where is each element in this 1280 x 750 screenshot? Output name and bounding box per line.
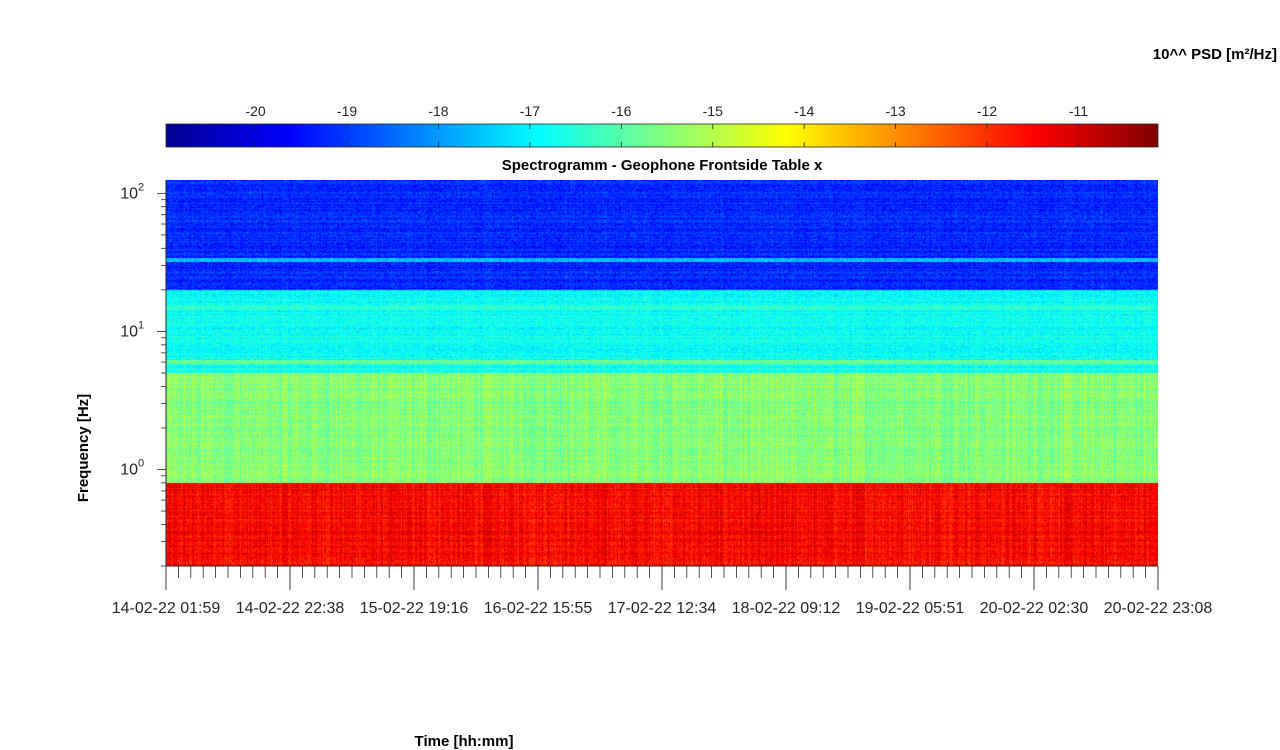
x-tick-label: 14-02-22 22:38	[236, 600, 345, 617]
y-axis-label: Frequency [Hz]	[75, 394, 92, 502]
colorbar	[165, 123, 1159, 148]
x-tick-label: 18-02-22 09:12	[732, 600, 841, 617]
y-tick-exponent: 0	[138, 458, 144, 470]
x-tick-label: 14-02-22 01:59	[112, 600, 221, 617]
y-tick-exponent: 1	[138, 319, 144, 331]
y-tick-label: 10	[120, 462, 138, 479]
x-tick-label: 15-02-22 19:16	[360, 600, 469, 617]
x-tick-label: 17-02-22 12:34	[608, 600, 717, 617]
colorbar-tick-label: -14	[794, 103, 814, 119]
colorbar-tick-label: -19	[337, 103, 357, 119]
x-tick-label: 20-02-22 23:08	[1104, 600, 1213, 617]
colorbar-tick-label: -15	[703, 103, 723, 119]
colorbar-tick-label: -20	[245, 103, 265, 119]
chart-title: Spectrogramm - Geophone Frontside Table …	[502, 157, 823, 174]
x-axis-label: Time [hh:mm]	[415, 733, 514, 750]
colorbar-tick-label: -12	[977, 103, 997, 119]
x-tick-label: 19-02-22 05:51	[856, 600, 965, 617]
colorbar-tick-label: -16	[611, 103, 631, 119]
x-axis: 14-02-22 01:59 14-02-22 22:38 15-02-22 19:…	[112, 566, 1213, 617]
x-tick-label: 16-02-22 15:55	[484, 600, 593, 617]
y-tick-exponent: 2	[138, 181, 144, 193]
colorbar-label: 10^^ PSD [m²/Hz]	[1153, 46, 1277, 63]
colorbar-tick-label: -17	[520, 103, 540, 119]
colorbar-tick-label: -13	[885, 103, 905, 119]
y-tick-label: 10	[120, 323, 138, 340]
colorbar-tick-label: -18	[428, 103, 448, 119]
x-tick-label: 20-02-22 02:30	[980, 600, 1089, 617]
colorbar-tick-label: -11	[1069, 103, 1088, 119]
y-tick-label: 10	[120, 185, 138, 202]
spectrogram-image	[166, 180, 1158, 566]
colorbar-ticks: -20 -19 -18 -17 -16 -15 -14 -13 -12 -11	[245, 103, 1088, 147]
